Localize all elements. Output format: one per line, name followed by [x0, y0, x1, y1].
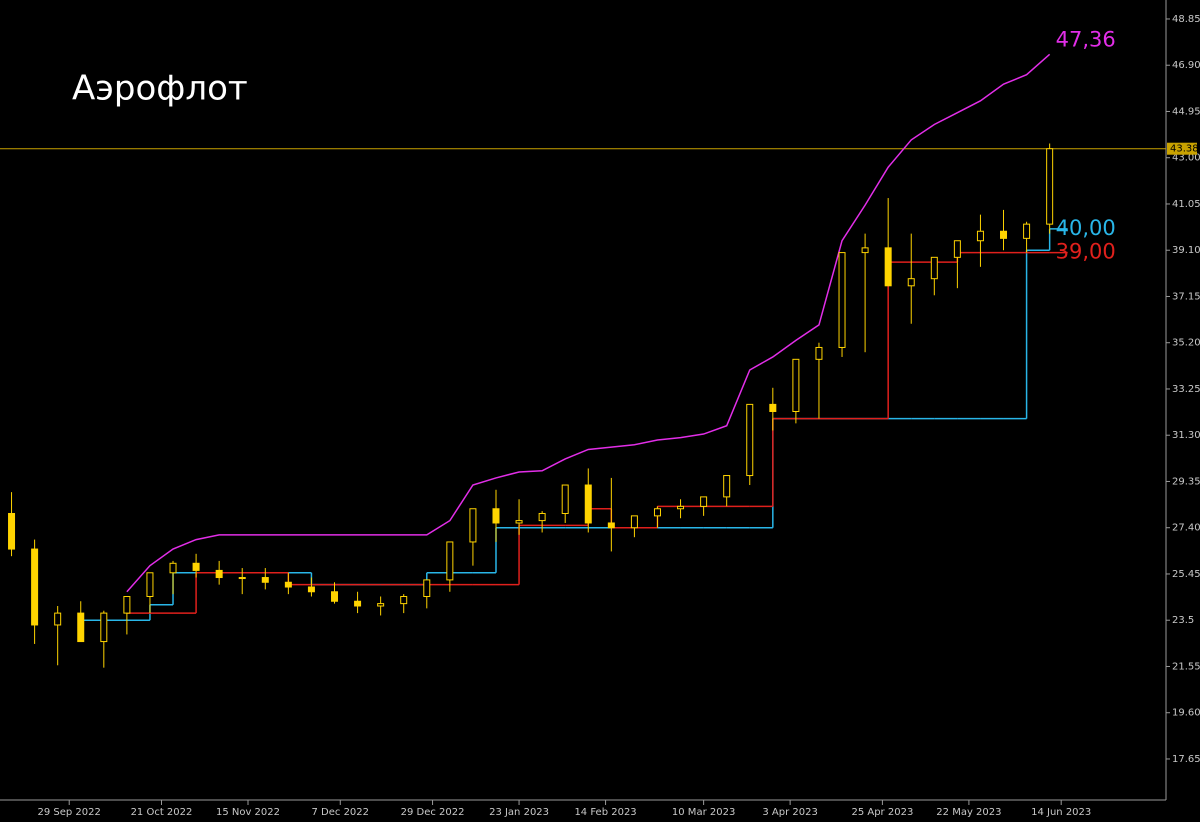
candle-body	[492, 508, 500, 524]
candle-body	[100, 612, 108, 643]
y-tick-label: 17.65	[1172, 754, 1200, 765]
candle-body	[838, 252, 846, 348]
x-tick-label: 14 Jun 2023	[1031, 807, 1091, 818]
candle-body	[630, 515, 638, 529]
candle-body	[377, 603, 385, 607]
chart-title: Аэрофлот	[72, 69, 248, 109]
candle-body	[54, 612, 62, 626]
y-tick-label: 43.00	[1172, 153, 1200, 164]
candle-body	[769, 403, 777, 413]
candle-body	[653, 508, 661, 517]
y-tick-label: 25.45	[1172, 569, 1200, 580]
candle-body	[677, 505, 685, 510]
candle-body	[584, 484, 592, 524]
candle-body	[192, 562, 200, 571]
candle-body	[1046, 148, 1054, 225]
candle-body	[77, 612, 85, 643]
candle-body	[907, 278, 915, 287]
candle-body	[331, 591, 339, 602]
candle-body	[400, 596, 408, 605]
x-tick-label: 29 Sep 2022	[38, 807, 101, 818]
candle-body	[515, 520, 523, 524]
candle-body	[1023, 223, 1031, 239]
candle-body	[746, 403, 754, 477]
candle-body	[446, 541, 454, 581]
candle-body	[930, 256, 938, 280]
y-tick-label: 23.5	[1172, 615, 1194, 626]
x-tick-label: 25 Apr 2023	[851, 807, 913, 818]
y-tick-label: 33.25	[1172, 384, 1200, 395]
y-tick-label: 41.05	[1172, 199, 1200, 210]
line-value-label: 40,00	[1056, 216, 1116, 240]
y-tick-label: 29.35	[1172, 476, 1200, 487]
y-tick-label: 39.10	[1172, 245, 1200, 256]
y-tick-label: 35.20	[1172, 338, 1200, 349]
candle-body	[607, 522, 615, 529]
x-tick-label: 29 Dec 2022	[401, 807, 465, 818]
candle-body	[469, 508, 477, 543]
candle-body	[953, 240, 961, 258]
candle-body	[723, 475, 731, 498]
x-tick-label: 22 May 2023	[936, 807, 1001, 818]
indicator-line	[126, 53, 1051, 593]
price-tag	[1167, 142, 1197, 155]
candle-body	[884, 247, 892, 287]
x-tick-label: 23 Jan 2023	[489, 807, 549, 818]
x-tick-label: 21 Oct 2022	[131, 807, 193, 818]
y-tick-label: 46.90	[1172, 60, 1200, 71]
candle-body	[861, 247, 869, 254]
y-tick-label: 21.55	[1172, 661, 1200, 672]
candle-body	[146, 572, 154, 598]
candle-body	[284, 581, 292, 588]
candle-body	[700, 496, 708, 507]
candle-body	[538, 512, 546, 522]
y-tick-label: 48.85	[1172, 14, 1200, 25]
candle-body	[307, 586, 315, 593]
x-tick-label: 10 Mar 2023	[672, 807, 735, 818]
y-tick-label: 31.30	[1172, 430, 1200, 441]
candle-body	[123, 596, 131, 614]
x-tick-label: 15 Nov 2022	[216, 807, 280, 818]
y-tick-label: 27.40	[1172, 523, 1200, 534]
line-value-label: 47,36	[1056, 27, 1116, 51]
candle-body	[238, 577, 246, 580]
candle-body	[561, 484, 569, 514]
candle-body	[1000, 230, 1008, 239]
price-tag-label: 43.38	[1170, 144, 1199, 155]
candle-body	[261, 577, 269, 583]
candle-body	[215, 569, 223, 579]
x-tick-label: 14 Feb 2023	[574, 807, 636, 818]
y-tick-label: 44.95	[1172, 106, 1200, 117]
candle-body	[31, 548, 39, 626]
y-tick-label: 19.60	[1172, 708, 1200, 719]
candle-body	[8, 512, 16, 550]
x-tick-label: 3 Apr 2023	[762, 807, 817, 818]
line-value-label: 39,00	[1056, 240, 1116, 264]
candle-body	[169, 562, 177, 574]
x-tick-label: 7 Dec 2022	[312, 807, 370, 818]
y-tick-label: 37.15	[1172, 291, 1200, 302]
candle-body	[423, 579, 431, 598]
candle-body	[792, 358, 800, 413]
candle-body	[815, 346, 823, 360]
candle-body	[976, 230, 984, 242]
candle-body	[354, 600, 362, 607]
